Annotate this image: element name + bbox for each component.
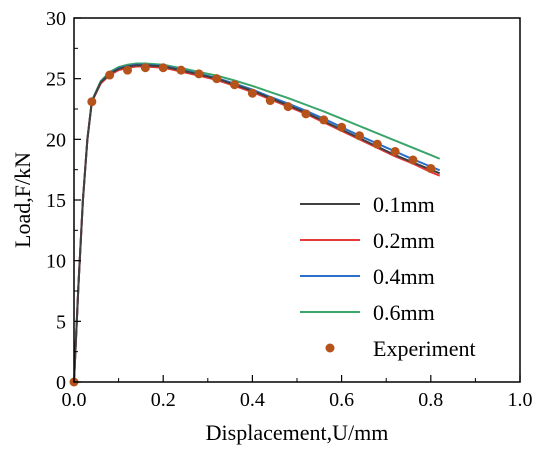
points-layer — [69, 63, 436, 387]
legend-label: Experiment — [373, 336, 476, 361]
experiment-point — [212, 74, 222, 84]
experiment-point — [301, 109, 311, 119]
legend-marker-swatch — [325, 343, 335, 353]
series-line-0.4mm — [74, 63, 441, 382]
experiment-point — [247, 88, 257, 98]
x-tick-label: 0.6 — [329, 389, 354, 411]
experiment-point — [354, 131, 364, 141]
experiment-point — [158, 63, 168, 73]
ticks-layer — [73, 17, 521, 383]
y-tick-label: 15 — [46, 190, 66, 212]
y-tick-label: 10 — [46, 251, 66, 273]
experiment-point — [390, 146, 400, 156]
experiment-point — [337, 122, 347, 132]
series-line-0.6mm — [74, 62, 441, 382]
experiment-point — [87, 97, 97, 107]
x-axis-title: Displacement,U/mm — [206, 420, 389, 445]
experiment-point — [265, 96, 275, 106]
experiment-point — [230, 80, 240, 90]
tick-labels-layer: 0.0 0.2 0.4 0.6 0.8 1.0 0 5 10 15 20 25 30 — [46, 8, 533, 411]
y-tick-label: 30 — [46, 8, 66, 30]
y-tick-label: 0 — [56, 372, 66, 394]
series-line-0.1mm — [74, 64, 441, 382]
experiment-point — [105, 70, 115, 80]
y-axis-title: Load,F/kN — [10, 152, 35, 248]
x-tick-label: 0.0 — [62, 389, 87, 411]
experiment-point — [319, 115, 329, 125]
legend-label: 0.6mm — [373, 300, 435, 325]
x-tick-label: 1.0 — [508, 389, 533, 411]
experiment-point — [283, 102, 293, 112]
legend-label: 0.1mm — [373, 192, 435, 217]
experiment-point — [426, 163, 436, 173]
series-layer — [74, 62, 441, 382]
plot-frame — [73, 17, 521, 383]
y-tick-label: 25 — [46, 69, 66, 91]
x-tick-label: 0.4 — [240, 389, 265, 411]
experiment-point — [372, 139, 382, 149]
experiment-point — [176, 65, 186, 75]
legend-label: 0.4mm — [373, 264, 435, 289]
y-tick-label: 5 — [56, 311, 66, 333]
experiment-point — [140, 63, 150, 73]
experiment-point — [123, 65, 133, 75]
x-tick-label: 0.2 — [151, 389, 176, 411]
legend-label: 0.2mm — [373, 228, 435, 253]
y-tick-label: 20 — [46, 129, 66, 151]
series-line-0.2mm — [74, 65, 441, 382]
legend: 0.1mm 0.2mm 0.4mm 0.6mm Experiment — [300, 192, 476, 361]
x-tick-label: 0.8 — [418, 389, 443, 411]
experiment-point — [194, 69, 204, 79]
experiment-point — [408, 155, 418, 165]
